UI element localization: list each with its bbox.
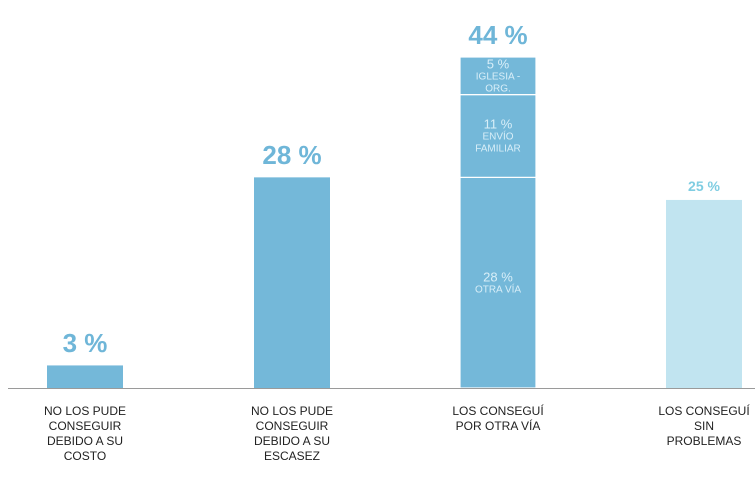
bar [254,177,330,388]
segment-label: 11 % ENVÍO FAMILIAR [463,116,533,155]
segment-value: 28 % [483,269,513,285]
bar-segment [459,94,537,178]
value-label: 44 % [468,20,528,50]
segment-label: 5 % IGLESIA - ORG. [463,56,533,95]
category-label: NO LOS PUDE CONSEGUIR DEBIDO A SU COSTO [43,404,127,463]
bar [666,199,742,388]
segment-name: OTRA VÍA [474,284,522,296]
value-label: 28 % [262,140,322,171]
category-label: LOS CONSEGUÍ POR OTRA VÍA [452,404,544,433]
bar-segment [459,56,537,96]
segment-name: IGLESIA - ORG. [475,71,521,95]
category-label: NO LOS PUDE CONSEGUIR DEBIDO A SU ESCASE… [250,404,334,463]
bar-segment [459,176,537,389]
segment-name: ENVÍO FAMILIAR [475,131,521,155]
category-label: LOS CONSEGUÍ SIN PROBLEMAS [658,404,750,448]
value-label: 25 % [688,177,720,194]
segment-label: 28 % OTRA VÍA [463,269,533,296]
value-label: 3 % [62,328,108,359]
segment-value: 11 % [483,116,513,132]
segment-value: 5 % [486,56,510,72]
bar [47,365,123,388]
